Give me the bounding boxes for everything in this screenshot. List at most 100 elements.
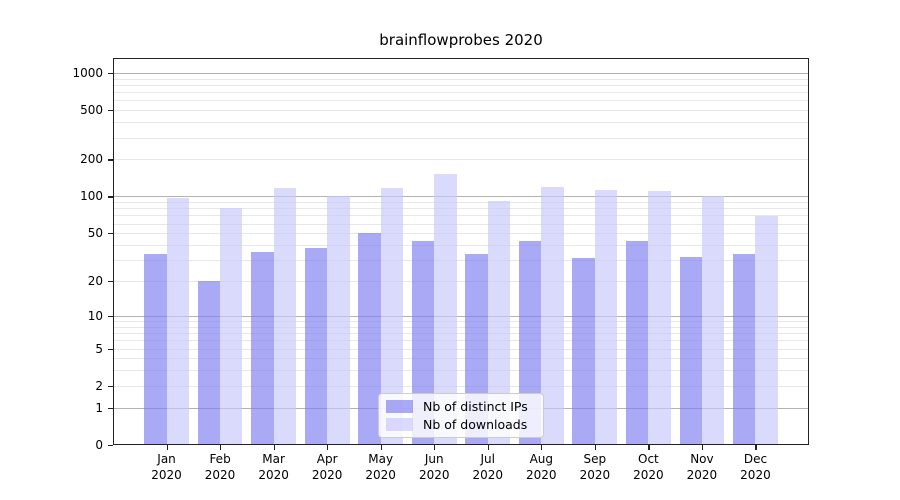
bar-nb-of-downloads-aug: [541, 187, 564, 445]
x-tick-mark-apr: [327, 445, 329, 450]
gridline-minor-40: [114, 245, 808, 246]
x-tick-label-nov: Nov 2020: [686, 452, 718, 482]
y-tick-mark-50: [108, 233, 113, 235]
y-tick-mark-2: [108, 385, 113, 388]
bar-nb-of-distinct-ips-nov: [679, 256, 702, 445]
bar-nb-of-downloads-mar: [273, 187, 296, 445]
gridline-minor-4: [114, 358, 808, 360]
y-tick-label-50: 50: [87, 226, 103, 241]
y-tick-mark-0: [108, 445, 113, 447]
x-tick-mark-jun: [434, 445, 436, 450]
y-tick-label-1000: 1000: [72, 65, 103, 80]
bar-nb-of-downloads-dec: [755, 216, 778, 445]
x-tick-label-jan: Jan 2020: [151, 452, 182, 482]
gridline-minor-7: [114, 333, 808, 335]
y-tick-mark-1000: [108, 72, 113, 75]
gridline-minor-6: [114, 340, 808, 342]
y-tick-label-100: 100: [80, 189, 103, 204]
x-tick-label-jun: Jun 2020: [418, 452, 450, 482]
legend-swatch-distinct-ips: [386, 399, 413, 413]
gridline-minor-8: [114, 326, 808, 328]
x-tick-label-jul: Jul 2020: [472, 452, 504, 482]
y-tick-label-5: 5: [95, 341, 103, 356]
gridline-minor-700: [114, 92, 808, 94]
y-tick-mark-1: [108, 407, 113, 409]
gridline-minor-9: [114, 321, 808, 322]
gridline-major-100: [114, 196, 808, 198]
x-tick-mark-aug: [541, 445, 543, 450]
y-tick-label-500: 500: [80, 103, 103, 118]
y-tick-mark-10: [108, 315, 113, 318]
x-tick-label-apr: Apr 2020: [311, 452, 343, 482]
x-tick-mark-nov: [701, 445, 704, 450]
y-tick-mark-500: [108, 110, 113, 112]
y-tick-mark-20: [108, 281, 113, 283]
x-tick-mark-dec: [755, 445, 757, 450]
gridline-minor-200: [114, 159, 808, 161]
gridline-minor-30: [114, 260, 808, 262]
x-tick-label-oct: Oct 2020: [633, 452, 664, 482]
bar-nb-of-distinct-ips-dec: [733, 253, 756, 445]
legend-item-downloads: Nb of downloads: [386, 417, 543, 433]
gridline-minor-50: [114, 233, 808, 235]
gridline-minor-80: [114, 208, 808, 210]
y-tick-mark-200: [108, 159, 113, 161]
gridline-minor-600: [114, 100, 808, 102]
bar-nb-of-downloads-apr: [327, 196, 350, 445]
bar-nb-of-distinct-ips-jan: [144, 253, 167, 445]
x-tick-mark-sep: [594, 445, 597, 450]
gridline-minor-800: [114, 84, 808, 86]
legend-label-distinct-ips: Nb of distinct IPs: [423, 398, 528, 414]
y-tick-label-20: 20: [87, 274, 103, 289]
y-tick-mark-5: [108, 348, 113, 350]
gridline-minor-70: [114, 215, 808, 217]
x-tick-mark-may: [380, 445, 382, 450]
bar-nb-of-distinct-ips-feb: [197, 281, 221, 445]
gridline-major-10: [114, 315, 808, 317]
chart-title: brainflowprobes 2020: [379, 31, 543, 49]
bar-nb-of-distinct-ips-mar: [251, 252, 274, 445]
legend: Nb of distinct IPs Nb of downloads: [378, 393, 544, 438]
x-tick-mark-mar: [273, 445, 275, 450]
bar-nb-of-downloads-may: [380, 188, 404, 445]
gridline-minor-60: [114, 223, 808, 225]
bar-nb-of-downloads-nov: [701, 195, 725, 445]
legend-swatch-downloads: [386, 418, 413, 432]
gridline-minor-20: [114, 281, 808, 283]
legend-label-downloads: Nb of downloads: [423, 417, 528, 433]
y-tick-label-10: 10: [87, 308, 103, 323]
y-tick-label-1: 1: [95, 400, 103, 415]
gridline-major-1000: [114, 72, 808, 74]
x-tick-mark-oct: [648, 445, 650, 450]
x-tick-label-mar: Mar 2020: [258, 452, 289, 482]
bar-nb-of-distinct-ips-oct: [625, 241, 649, 445]
bar-nb-of-distinct-ips-sep: [572, 258, 595, 445]
gridline-minor-500: [114, 110, 808, 112]
x-tick-label-dec: Dec 2020: [740, 452, 771, 482]
x-tick-label-feb: Feb 2020: [204, 452, 236, 482]
x-tick-mark-jan: [166, 445, 168, 450]
y-tick-mark-100: [108, 196, 113, 198]
bar-nb-of-downloads-jun: [434, 174, 457, 445]
x-tick-label-aug: Aug 2020: [526, 452, 557, 482]
bar-nb-of-distinct-ips-may: [358, 233, 381, 445]
bar-nb-of-downloads-feb: [220, 207, 243, 445]
gridline-minor-900: [114, 78, 808, 80]
x-tick-label-sep: Sep 2020: [579, 452, 611, 482]
legend-item-distinct-ips: Nb of distinct IPs: [386, 398, 543, 414]
bar-nb-of-downloads-sep: [594, 190, 618, 445]
y-tick-label-2: 2: [95, 378, 103, 393]
x-tick-label-may: May 2020: [365, 452, 396, 482]
gridline-minor-2: [114, 385, 808, 387]
bar-nb-of-downloads-jan: [166, 198, 189, 445]
x-tick-mark-feb: [220, 445, 222, 450]
y-tick-label-200: 200: [80, 152, 103, 167]
bar-nb-of-distinct-ips-apr: [304, 247, 328, 445]
bar-nb-of-downloads-oct: [648, 190, 671, 445]
gridline-minor-400: [114, 122, 808, 124]
gridline-minor-3: [114, 370, 808, 372]
gridline-minor-90: [114, 202, 808, 204]
bar-nb-of-downloads-jul: [487, 201, 511, 445]
gridline-minor-5: [114, 348, 808, 350]
